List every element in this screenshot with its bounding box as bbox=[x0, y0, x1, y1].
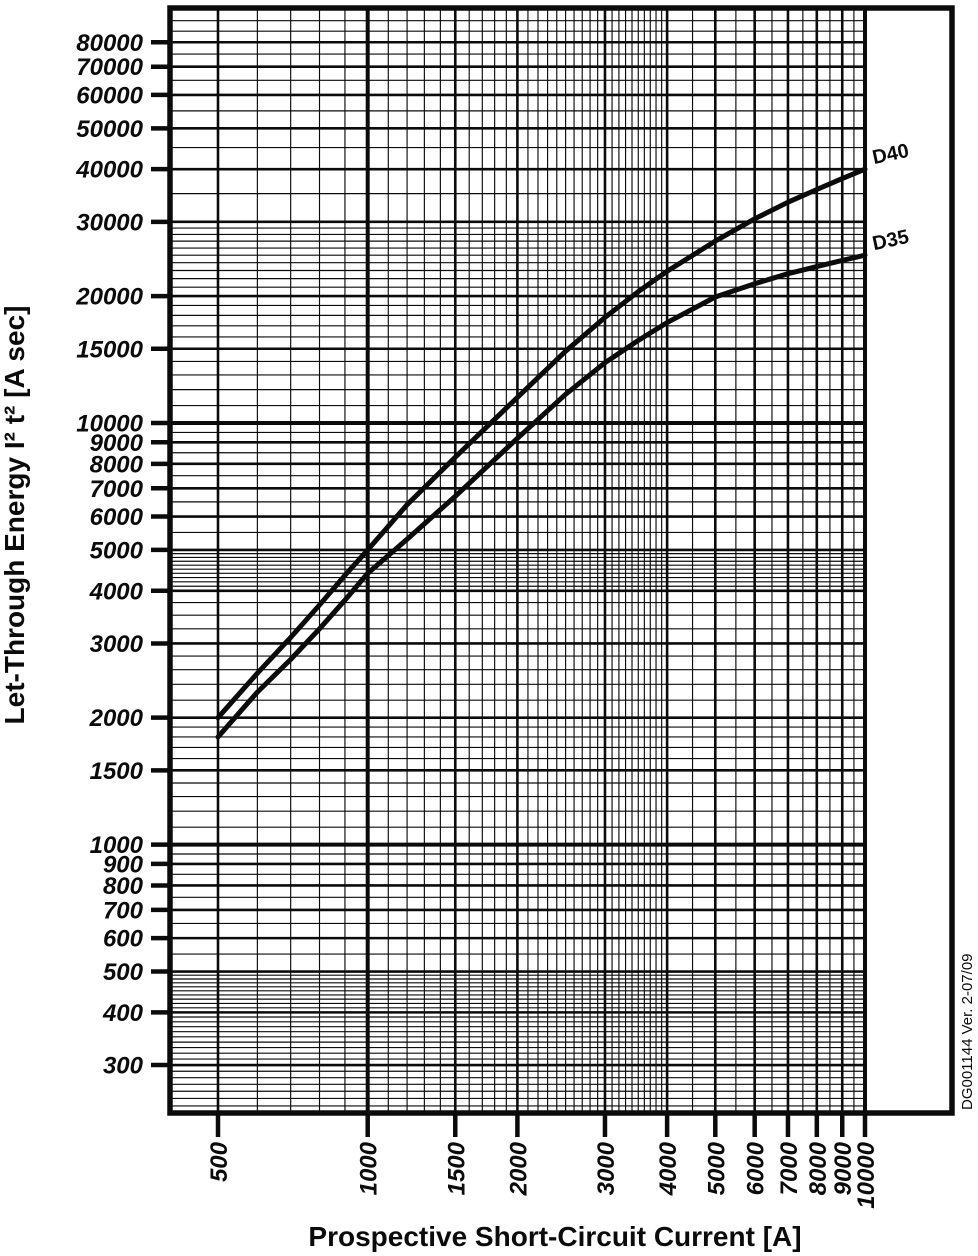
y-tick-label: 600 bbox=[103, 926, 144, 953]
y-tick-label: 5000 bbox=[90, 537, 144, 564]
x-tick-label: 9000 bbox=[830, 1141, 857, 1195]
y-tick-label: 20000 bbox=[75, 284, 143, 311]
plot-frame bbox=[167, 5, 955, 1116]
curve-label-d35: D35 bbox=[870, 226, 910, 255]
x-tick-label: 8000 bbox=[805, 1141, 832, 1195]
y-tick-label: 700 bbox=[103, 897, 144, 924]
y-tick-label: 70000 bbox=[76, 54, 143, 81]
curve-d35 bbox=[215, 252, 868, 740]
y-tick-label: 9000 bbox=[90, 430, 144, 457]
y-tick-label: 2000 bbox=[89, 705, 144, 732]
y-tick-label: 300 bbox=[103, 1053, 144, 1080]
y-tick-label: 50000 bbox=[76, 116, 143, 143]
y-tick-label: 8000 bbox=[90, 451, 144, 478]
y-tick-label: 400 bbox=[102, 1000, 144, 1027]
x-tick-label: 3000 bbox=[593, 1141, 620, 1195]
y-tick-label: 40000 bbox=[75, 157, 143, 184]
y-tick-label: 4000 bbox=[89, 578, 144, 605]
x-tick-label: 1000 bbox=[356, 1141, 383, 1195]
y-tick-label: 6000 bbox=[90, 504, 144, 531]
y-tick-label: 60000 bbox=[76, 82, 143, 109]
document-reference: DG001144 Ver. 2-07/09 bbox=[959, 953, 976, 1110]
curve-label-d40: D40 bbox=[870, 140, 910, 169]
plot-area: 3004005006007008009001000150020003000400… bbox=[75, 5, 955, 1209]
y-axis-title: Let-Through Energy I² t² [A sec] bbox=[0, 306, 30, 725]
x-tick-label: 5000 bbox=[703, 1141, 730, 1195]
x-tick-label: 4000 bbox=[655, 1141, 682, 1196]
y-tick-label: 500 bbox=[103, 959, 144, 986]
y-tick-label: 1500 bbox=[90, 758, 144, 785]
x-tick-label: 10000 bbox=[853, 1141, 880, 1208]
y-tick-label: 7000 bbox=[90, 476, 144, 503]
x-tick-label: 7000 bbox=[776, 1141, 803, 1195]
y-tick-label: 3000 bbox=[90, 631, 144, 658]
y-tick-label: 800 bbox=[103, 873, 144, 900]
curve-d40 bbox=[215, 166, 868, 721]
y-tick-label: 900 bbox=[103, 851, 144, 878]
y-tick-label: 15000 bbox=[76, 336, 143, 363]
y-tick-label: 1000 bbox=[90, 832, 144, 859]
y-tick-label: 80000 bbox=[76, 30, 143, 57]
y-tick-label: 10000 bbox=[76, 411, 143, 438]
x-tick-label: 6000 bbox=[743, 1141, 770, 1195]
x-tick-label: 500 bbox=[206, 1141, 233, 1182]
x-axis-title: Prospective Short-Circuit Current [A] bbox=[308, 1221, 801, 1252]
x-tick-label: 2000 bbox=[505, 1141, 532, 1196]
y-tick-label: 30000 bbox=[76, 209, 143, 236]
x-tick-label: 1500 bbox=[443, 1141, 470, 1195]
